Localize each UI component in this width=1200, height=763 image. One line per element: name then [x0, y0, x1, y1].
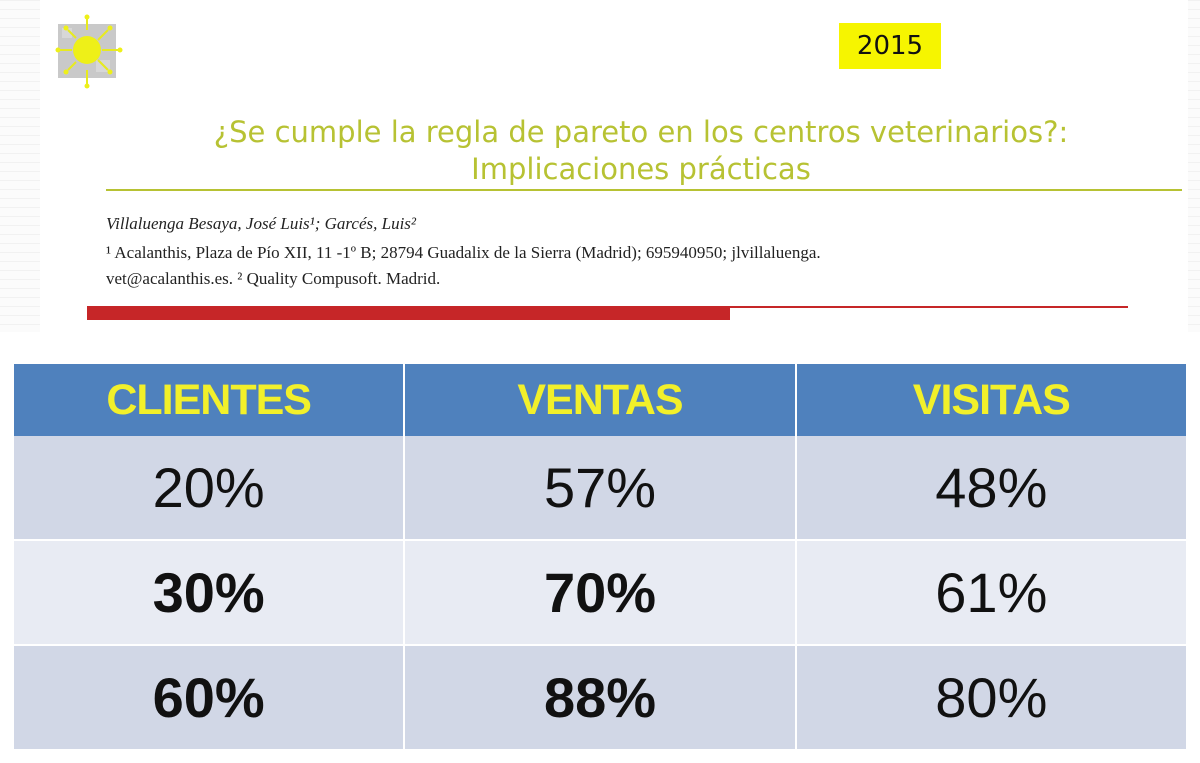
table-row: 60% 88% 80%	[11, 645, 1189, 751]
red-accent-bar	[87, 306, 730, 320]
affiliation-line-1: ¹ Acalanthis, Plaza de Pío XII, 11 -1º B…	[106, 243, 821, 262]
title-line-2: Implicaciones prácticas	[471, 152, 811, 186]
header-clientes: CLIENTES	[11, 364, 406, 436]
table-row: 30% 70% 61%	[11, 540, 1189, 646]
poster-header-area	[40, 0, 1188, 332]
cell-visitas: 48%	[794, 436, 1189, 541]
cell-visitas: 80%	[794, 645, 1189, 751]
red-accent-line	[730, 306, 1128, 308]
header-visitas: VISITAS	[794, 364, 1189, 436]
title-line-1: ¿Se cumple la regla de pareto en los cen…	[213, 115, 1069, 149]
affiliation-line-2: vet@acalanthis.es. ² Quality Compusoft. …	[106, 269, 441, 288]
cell-clientes: 60%	[11, 645, 406, 751]
sun-logo-icon	[55, 14, 123, 89]
title-underline	[106, 189, 1182, 191]
cell-ventas: 57%	[403, 436, 797, 541]
header-ventas: VENTAS	[403, 364, 797, 436]
pareto-table: CLIENTES VENTAS VISITAS 20% 57% 48% 30% …	[11, 364, 1189, 751]
table-row: 20% 57% 48%	[11, 436, 1189, 541]
authors-line: Villaluenga Besaya, José Luis¹; Garcés, …	[106, 214, 417, 233]
cell-clientes: 20%	[11, 436, 406, 541]
year-badge: 2015	[839, 23, 941, 69]
logo-caption	[42, 78, 132, 96]
cell-visitas: 61%	[794, 540, 1189, 646]
cell-ventas: 88%	[403, 645, 797, 751]
affiliation: ¹ Acalanthis, Plaza de Pío XII, 11 -1º B…	[106, 240, 1186, 292]
poster-title: ¿Se cumple la regla de pareto en los cen…	[100, 114, 1182, 188]
cell-ventas: 70%	[403, 540, 797, 646]
table-header-row: CLIENTES VENTAS VISITAS	[11, 364, 1189, 436]
cell-clientes: 30%	[11, 540, 406, 646]
